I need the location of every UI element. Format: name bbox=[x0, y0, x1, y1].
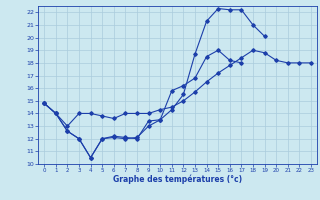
X-axis label: Graphe des températures (°c): Graphe des températures (°c) bbox=[113, 175, 242, 184]
